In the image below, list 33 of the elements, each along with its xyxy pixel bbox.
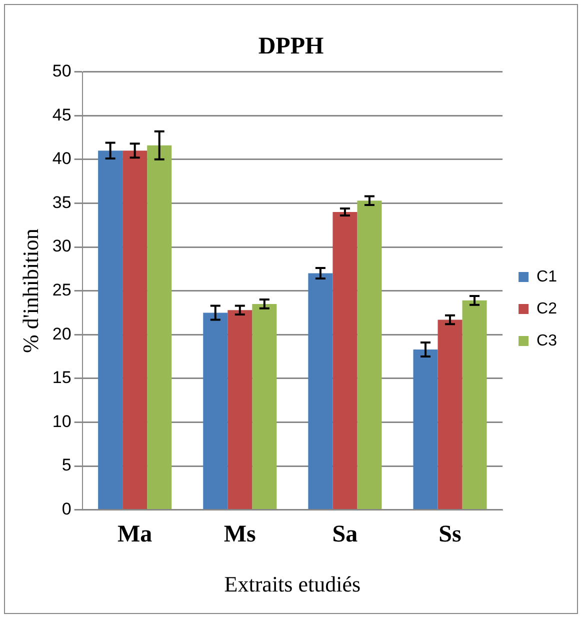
bar	[122, 150, 148, 510]
y-tick-label: 15	[52, 368, 72, 388]
y-tick-label: 50	[52, 61, 72, 80]
x-tick-label: Sa	[332, 521, 358, 548]
x-tick-label: Ss	[438, 521, 462, 548]
y-tick-label: 0	[62, 499, 72, 518]
y-tick-label: 35	[52, 192, 72, 212]
x-axis-title: Extraits etudiés	[224, 572, 361, 597]
bar	[357, 200, 382, 510]
bar	[147, 145, 172, 510]
y-tick-label: 30	[52, 236, 72, 256]
bar	[308, 273, 333, 510]
bar	[413, 349, 438, 510]
y-tick-label: 40	[52, 149, 72, 168]
legend-label: C3	[536, 332, 558, 350]
y-axis-title: % d'inhibition	[18, 228, 43, 353]
legend-label: C2	[536, 300, 558, 318]
bar	[252, 304, 277, 510]
legend-label: C1	[536, 268, 558, 286]
bar	[462, 300, 487, 510]
bar	[438, 320, 462, 510]
bar	[203, 312, 228, 510]
bar	[332, 212, 358, 510]
y-tick-label: 45	[52, 105, 72, 124]
y-tick-label: 10	[52, 412, 72, 431]
bar	[228, 310, 252, 510]
x-tick-label: Ms	[224, 521, 256, 548]
y-tick-label: 25	[52, 280, 72, 300]
x-tick-label: Ma	[118, 521, 152, 548]
y-tick-label: 20	[52, 324, 72, 344]
y-tick-label: 5	[62, 456, 72, 475]
bar	[98, 150, 123, 510]
chart-title: DPPH	[258, 34, 324, 60]
